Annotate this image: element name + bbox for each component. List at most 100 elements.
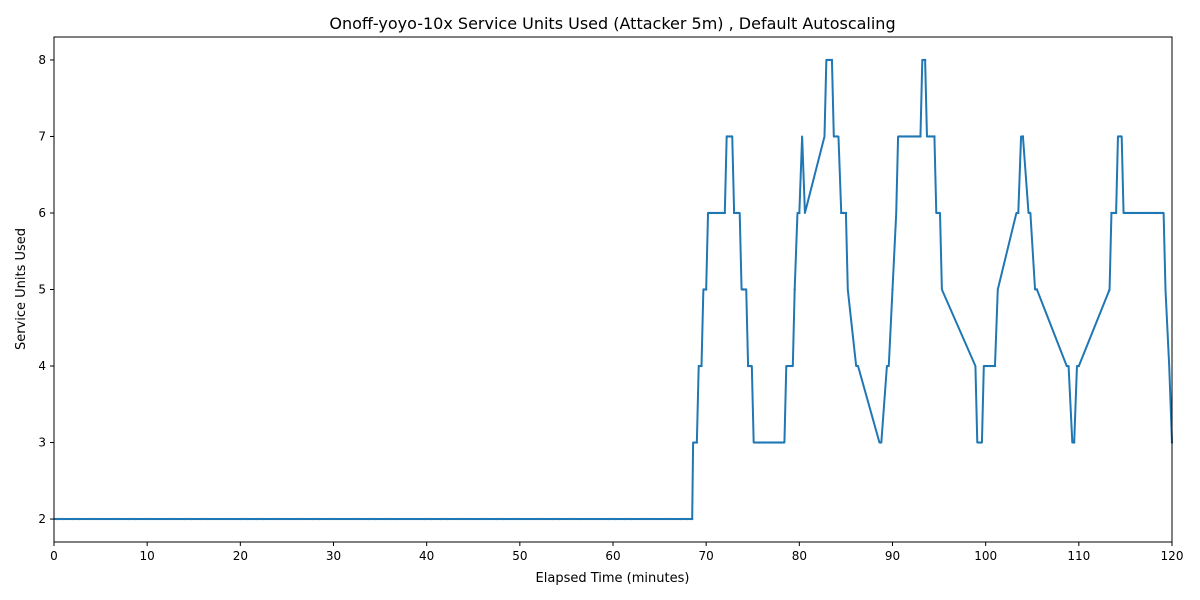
data-point: [141, 517, 144, 521]
data-point: [765, 441, 768, 444]
data-point: [201, 517, 205, 521]
data-point: [64, 517, 67, 521]
data-point: [85, 517, 88, 521]
data-point: [486, 517, 489, 521]
data-point: [886, 364, 890, 368]
data-point: [248, 517, 251, 521]
data-point: [309, 517, 312, 521]
data-point: [129, 517, 133, 521]
data-point: [581, 517, 584, 521]
data-point: [828, 58, 831, 62]
data-point: [840, 211, 843, 215]
data-point: [425, 517, 428, 521]
data-point: [101, 517, 105, 521]
data-point: [427, 517, 431, 521]
data-point: [397, 517, 400, 521]
data-point: [90, 517, 93, 521]
data-point: [798, 211, 801, 215]
data-point: [590, 517, 594, 521]
data-point: [744, 288, 747, 291]
data-point: [565, 517, 568, 521]
data-point: [185, 517, 188, 521]
data-point: [730, 135, 733, 138]
data-point: [923, 58, 927, 62]
data-point: [355, 517, 358, 521]
data-point: [553, 517, 556, 521]
data-point: [700, 364, 703, 368]
data-point: [697, 364, 701, 368]
data-point: [1072, 441, 1076, 444]
data-point: [178, 517, 181, 521]
data-point: [136, 517, 140, 521]
data-point: [830, 58, 834, 62]
data-point: [236, 517, 240, 521]
data-point: [530, 517, 533, 521]
data-point: [371, 517, 375, 521]
data-point: [297, 517, 300, 521]
data-point: [607, 517, 610, 521]
data-point: [73, 517, 77, 521]
data-point: [402, 517, 405, 521]
data-point: [684, 517, 687, 521]
data-point: [993, 364, 997, 368]
data-point: [274, 517, 277, 521]
data-point: [204, 517, 207, 521]
data-point: [544, 517, 547, 521]
data-point: [1149, 211, 1153, 215]
data-point: [707, 211, 710, 215]
data-point: [399, 517, 403, 521]
data-point: [183, 517, 186, 521]
data-point: [639, 517, 643, 521]
data-point: [97, 517, 100, 521]
data-point: [693, 441, 696, 444]
data-point: [453, 517, 456, 521]
data-point: [576, 517, 580, 521]
data-point: [742, 288, 745, 291]
data-point: [152, 517, 156, 521]
x-tick-label: 30: [326, 549, 341, 563]
x-tick-label: 10: [140, 549, 155, 563]
data-point: [502, 517, 505, 521]
data-point: [134, 517, 137, 521]
data-point: [989, 364, 992, 368]
data-point: [239, 517, 242, 521]
data-point: [155, 517, 158, 521]
data-point: [569, 517, 573, 521]
data-point: [541, 517, 545, 521]
data-point: [667, 517, 671, 521]
data-point: [211, 517, 214, 521]
data-point: [329, 517, 333, 521]
data-point: [772, 441, 775, 444]
data-point: [162, 517, 165, 521]
data-point: [253, 517, 256, 521]
data-point: [1133, 211, 1136, 215]
data-point: [546, 517, 549, 521]
data-point: [711, 211, 715, 215]
axis-ticks: 0 10 20 30 40 50 60 70 80 90 100 110 120 2 3 4 5 6 7 8: [38, 53, 1183, 563]
data-point: [292, 517, 296, 521]
data-point: [343, 517, 347, 521]
data-point: [1126, 211, 1129, 215]
data-point: [225, 517, 228, 521]
data-point: [649, 517, 652, 521]
data-point: [1159, 211, 1162, 215]
data-point: [381, 517, 384, 521]
data-point: [332, 517, 335, 521]
data-point: [250, 517, 254, 521]
data-point: [663, 517, 666, 521]
data-point: [504, 517, 508, 521]
data-point: [749, 364, 752, 368]
data-point: [919, 135, 922, 138]
data-point: [148, 517, 151, 521]
data-point: [318, 517, 321, 521]
data-point: [264, 517, 268, 521]
data-point: [360, 517, 363, 521]
data-point: [232, 517, 235, 521]
data-point: [646, 517, 650, 521]
data-point: [921, 58, 924, 62]
data-point: [695, 441, 699, 444]
data-point: [574, 517, 577, 521]
data-point: [222, 517, 226, 521]
chart-title: Onoff-yoyo-10x Service Units Used (Attac…: [329, 14, 895, 33]
data-point: [758, 441, 761, 444]
